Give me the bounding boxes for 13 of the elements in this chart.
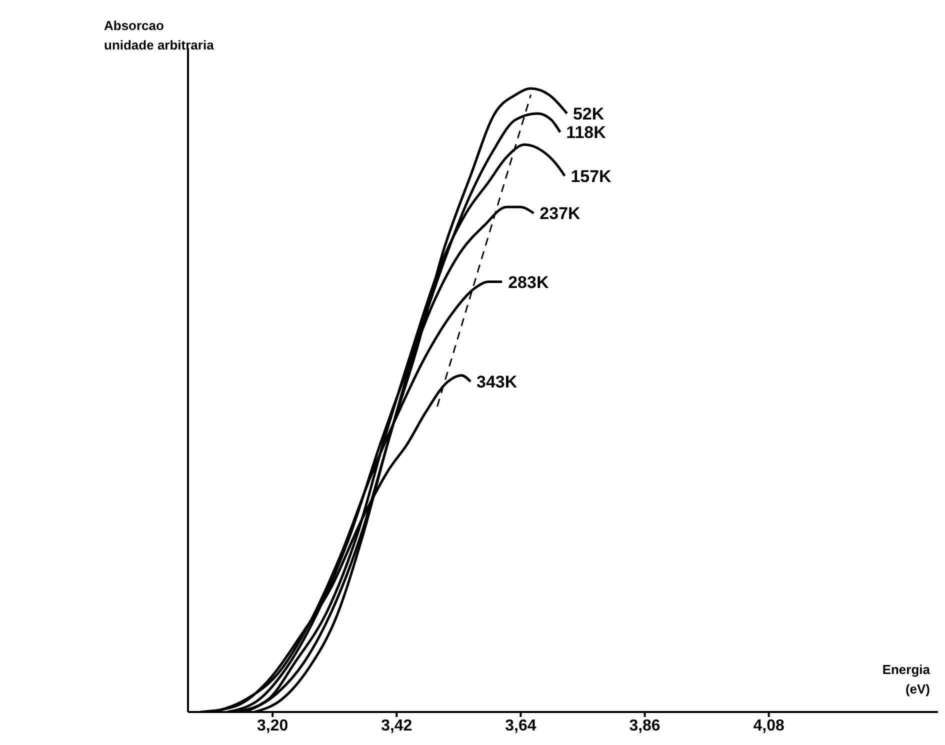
x-tick-label: 4,08	[753, 717, 784, 734]
x-axis-title: Energia (eV)	[882, 662, 931, 696]
series-label: 237K	[540, 204, 582, 224]
series-label: 118K	[566, 123, 607, 142]
y-axis-title: Absorcao unidade arbitraria	[104, 18, 215, 52]
x-tick-label: 3,20	[257, 717, 288, 734]
series-label: 283K	[508, 272, 550, 292]
series-label: 52K	[572, 104, 605, 124]
series-label: 343K	[476, 372, 518, 392]
series-label: 157K	[570, 166, 612, 186]
x-tick-label: 3,42	[381, 717, 412, 734]
x-tick-label: 3,86	[629, 717, 660, 734]
x-tick-label: 3,64	[505, 717, 536, 734]
